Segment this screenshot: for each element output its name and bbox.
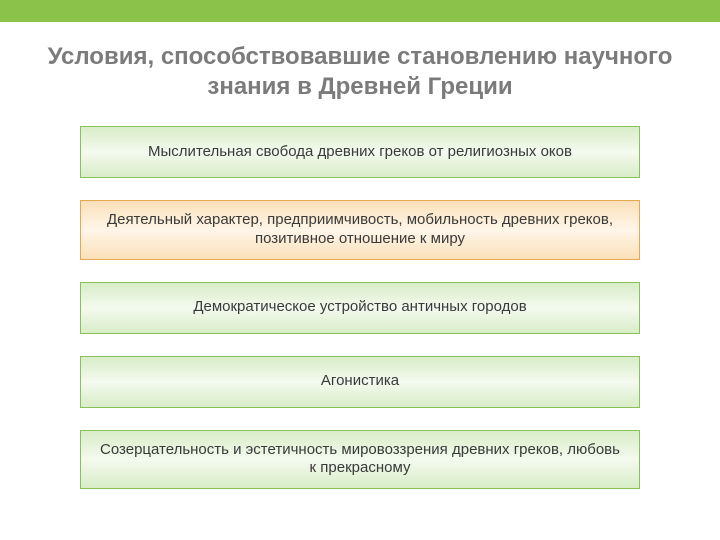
condition-box: Мыслительная свобода древних греков от р… — [80, 126, 640, 178]
condition-box: Деятельный характер, предприимчивость, м… — [80, 200, 640, 260]
condition-box: Созерцательность и эстетичность мировозз… — [80, 430, 640, 490]
condition-box: Агонистика — [80, 356, 640, 408]
condition-box: Демократическое устройство античных горо… — [80, 282, 640, 334]
conditions-list: Мыслительная свобода древних греков от р… — [0, 126, 720, 489]
page-title: Условия, способствовавшие становлению на… — [0, 22, 720, 126]
top-accent-bar — [0, 0, 720, 22]
